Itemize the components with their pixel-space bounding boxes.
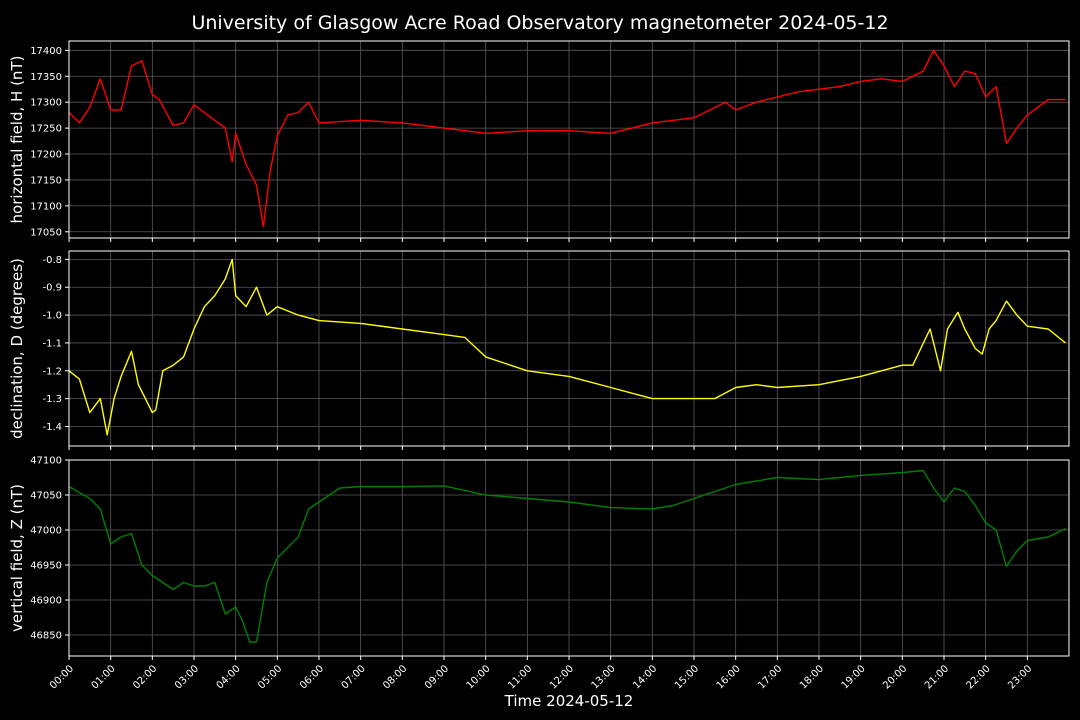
x-tick-label: 09:00 (423, 663, 451, 691)
plot-frame (68, 459, 1070, 657)
y-tick-label: 17300 (30, 98, 62, 109)
x-tick-label: 20:00 (881, 663, 909, 691)
y-tick-label: -1.3 (42, 394, 62, 405)
x-tick-label: 12:00 (548, 663, 576, 691)
panel-1: 17050 17100 17150 17200 17250 17300 17350 17400… (8, 40, 1070, 242)
x-tick-label: 23:00 (1006, 663, 1034, 691)
x-tick-label: 10:00 (465, 663, 493, 691)
x-tick-label: 00:00 (48, 663, 76, 691)
x-tick-label: 03:00 (173, 663, 201, 691)
y-tick-label: 17150 (30, 175, 62, 186)
x-tick-label: 06:00 (298, 663, 326, 691)
y-tick-label: -1.2 (42, 366, 62, 377)
x-tick-label: 04:00 (215, 663, 243, 691)
y-tick-label: 46850 (30, 631, 62, 642)
y-tick-label: 46900 (30, 596, 62, 607)
panel-3: 00:00 01:00 02:00 03:00 04:00 05:00 06:00 07:00… (8, 456, 1070, 691)
series-line-2 (68, 258, 1066, 436)
panels: 17050 17100 17150 17200 17250 17300 17350 17400… (8, 40, 1070, 691)
x-tick-label: 15:00 (673, 663, 701, 691)
plot-frame (68, 40, 1070, 239)
plot-frame (68, 250, 1070, 447)
y-tick-label: 17050 (30, 227, 62, 238)
x-tick-label: 05:00 (256, 663, 284, 691)
panel-2: -1.4 -1.3 -1.2 -1.1 -1.0 -0.9 -0.8 declination,… (8, 250, 1070, 450)
x-tick-label: 18:00 (798, 663, 826, 691)
y-tick-label: -1.1 (42, 338, 62, 349)
x-tick-label: 16:00 (715, 663, 743, 691)
y-tick-label: 17350 (30, 72, 62, 83)
y-tick-label: 17100 (30, 201, 62, 212)
y-tick-label: 47000 (30, 526, 62, 537)
chart-title: University of Glasgow Acre Road Observat… (191, 12, 888, 34)
y-tick-label: -1.4 (42, 422, 62, 433)
series-line-1 (68, 49, 1066, 228)
y-tick-label: -0.9 (42, 283, 62, 294)
series-line-3 (68, 469, 1066, 643)
y-axis-label: declination, D (degrees) (8, 258, 26, 439)
y-tick-label: -0.8 (42, 255, 62, 266)
x-tick-label: 13:00 (590, 663, 618, 691)
x-tick-label: 07:00 (340, 663, 368, 691)
y-axis-label: vertical field, Z (nT) (8, 484, 26, 632)
y-tick-label: 17400 (30, 46, 62, 57)
x-tick-label: 11:00 (506, 663, 534, 691)
x-tick-label: 21:00 (923, 663, 951, 691)
y-tick-label: -1.0 (42, 311, 62, 322)
x-tick-label: 01:00 (90, 663, 118, 691)
y-axis-label: horizontal field, H (nT) (8, 56, 26, 224)
y-tick-label: 17250 (30, 124, 62, 135)
x-tick-label: 22:00 (965, 663, 993, 691)
x-tick-label: 19:00 (840, 663, 868, 691)
y-tick-label: 17200 (30, 150, 62, 161)
x-tick-label: 08:00 (381, 663, 409, 691)
y-tick-label: 47050 (30, 491, 62, 502)
x-tick-label: 14:00 (631, 663, 659, 691)
x-axis-label: Time 2024-05-12 (504, 692, 634, 710)
x-tick-label: 17:00 (756, 663, 784, 691)
y-tick-label: 47100 (30, 456, 62, 467)
y-tick-label: 46950 (30, 561, 62, 572)
x-tick-label: 02:00 (131, 663, 159, 691)
